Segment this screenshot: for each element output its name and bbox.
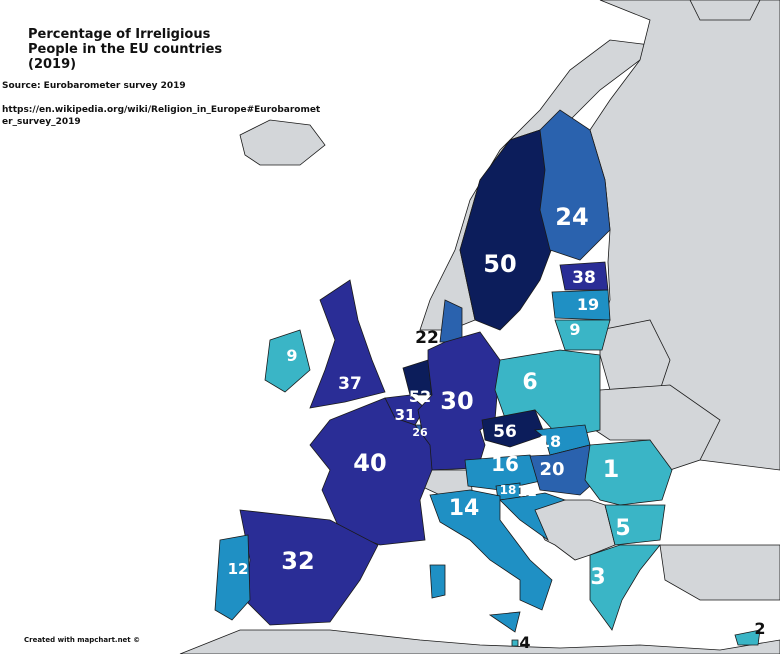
non-eu-svalbard-area	[689, 0, 761, 21]
country-united-kingdom	[309, 279, 386, 409]
value-label-greece: 3	[590, 565, 605, 590]
value-label-romania: 1	[603, 455, 620, 483]
value-label-italy: 14	[449, 496, 480, 521]
country-romania	[584, 439, 673, 506]
value-label-ireland: 9	[286, 346, 297, 365]
value-label-slovakia: 18	[539, 432, 561, 451]
value-label-spain: 32	[281, 547, 314, 575]
non-eu-africa	[179, 629, 780, 654]
country-malta	[511, 639, 519, 647]
non-eu-turkey	[659, 544, 780, 601]
value-label-lithuania: 9	[569, 320, 580, 339]
country-italy-sardinia	[429, 564, 446, 599]
credit-text: Created with mapchart.net ©	[24, 636, 141, 644]
country-finland	[539, 109, 611, 261]
country-italy	[429, 489, 553, 611]
value-label-latvia: 19	[577, 295, 599, 314]
country-italy-sicily	[488, 611, 521, 633]
value-label-austria: 16	[491, 452, 519, 476]
map-title: Percentage of Irreligious People in the …	[28, 27, 223, 72]
value-label-finland: 24	[555, 203, 588, 231]
value-label-estonia: 38	[572, 268, 596, 288]
value-label-united-kingdom: 37	[338, 374, 362, 394]
country-greece	[589, 544, 661, 631]
country-france	[309, 397, 433, 546]
value-label-netherlands: 52	[409, 387, 431, 406]
value-label-belgium: 31	[395, 406, 416, 424]
value-label-france: 40	[353, 449, 386, 477]
country-czechia	[481, 409, 546, 448]
country-lithuania	[554, 319, 611, 351]
source-url: https://en.wikipedia.org/wiki/Religion_i…	[2, 105, 321, 127]
value-label-croatia: 11	[517, 484, 536, 500]
value-label-germany: 30	[440, 387, 473, 415]
value-label-luxembourg: 26	[412, 426, 428, 439]
country-ireland	[264, 329, 311, 393]
value-label-poland: 6	[522, 370, 537, 395]
non-eu-iceland	[239, 119, 326, 166]
value-label-malta: 4	[519, 633, 530, 652]
value-label-slovenia: 18	[500, 483, 517, 497]
value-label-bulgaria: 5	[615, 516, 630, 541]
country-croatia	[499, 492, 567, 542]
country-germany	[417, 331, 501, 471]
country-cyprus	[734, 629, 761, 646]
country-austria	[464, 454, 546, 491]
source-text: Source: Eurobarometer survey 2019	[2, 81, 186, 91]
value-label-denmark: 22	[415, 328, 439, 348]
value-label-czechia: 56	[493, 422, 517, 442]
country-portugal	[214, 534, 251, 621]
value-label-hungary: 20	[539, 459, 564, 480]
value-label-cyprus: 2	[754, 619, 765, 638]
value-label-portugal: 12	[228, 560, 249, 578]
value-label-sweden: 50	[483, 250, 516, 278]
country-bulgaria	[604, 504, 666, 546]
